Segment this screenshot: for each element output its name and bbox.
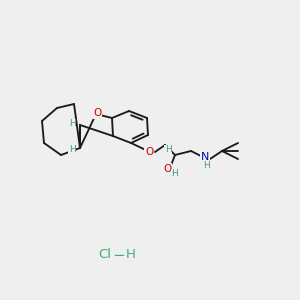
Text: Cl: Cl bbox=[98, 248, 112, 262]
Text: H: H bbox=[202, 160, 209, 169]
Text: O: O bbox=[145, 147, 153, 157]
Text: H: H bbox=[69, 145, 75, 154]
Text: H: H bbox=[165, 146, 171, 154]
Text: O: O bbox=[163, 164, 171, 174]
Text: N: N bbox=[201, 152, 209, 162]
Text: H: H bbox=[69, 119, 75, 128]
Text: O: O bbox=[93, 108, 101, 118]
Text: H: H bbox=[126, 248, 136, 262]
Text: H: H bbox=[172, 169, 178, 178]
Text: −: − bbox=[112, 248, 125, 262]
